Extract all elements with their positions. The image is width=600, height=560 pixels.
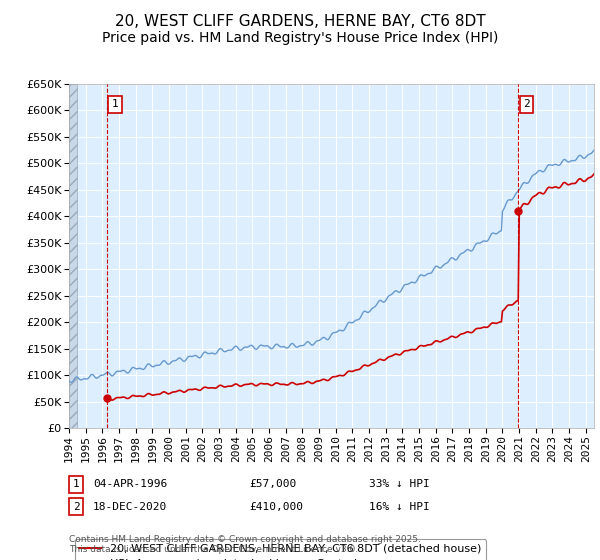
Text: Price paid vs. HM Land Registry's House Price Index (HPI): Price paid vs. HM Land Registry's House … [102, 31, 498, 45]
Text: £410,000: £410,000 [249, 502, 303, 512]
Text: Contains HM Land Registry data © Crown copyright and database right 2025.
This d: Contains HM Land Registry data © Crown c… [69, 535, 421, 554]
Text: 33% ↓ HPI: 33% ↓ HPI [369, 479, 430, 489]
Polygon shape [69, 84, 77, 428]
Text: £57,000: £57,000 [249, 479, 296, 489]
Text: 2: 2 [73, 502, 80, 512]
Text: 2: 2 [523, 100, 530, 110]
Text: 04-APR-1996: 04-APR-1996 [93, 479, 167, 489]
Text: 1: 1 [112, 100, 119, 110]
Legend: 20, WEST CLIFF GARDENS, HERNE BAY, CT6 8DT (detached house), HPI: Average price,: 20, WEST CLIFF GARDENS, HERNE BAY, CT6 8… [74, 539, 486, 560]
Text: 16% ↓ HPI: 16% ↓ HPI [369, 502, 430, 512]
Text: 1: 1 [73, 479, 80, 489]
Text: 20, WEST CLIFF GARDENS, HERNE BAY, CT6 8DT: 20, WEST CLIFF GARDENS, HERNE BAY, CT6 8… [115, 14, 485, 29]
Text: 18-DEC-2020: 18-DEC-2020 [93, 502, 167, 512]
